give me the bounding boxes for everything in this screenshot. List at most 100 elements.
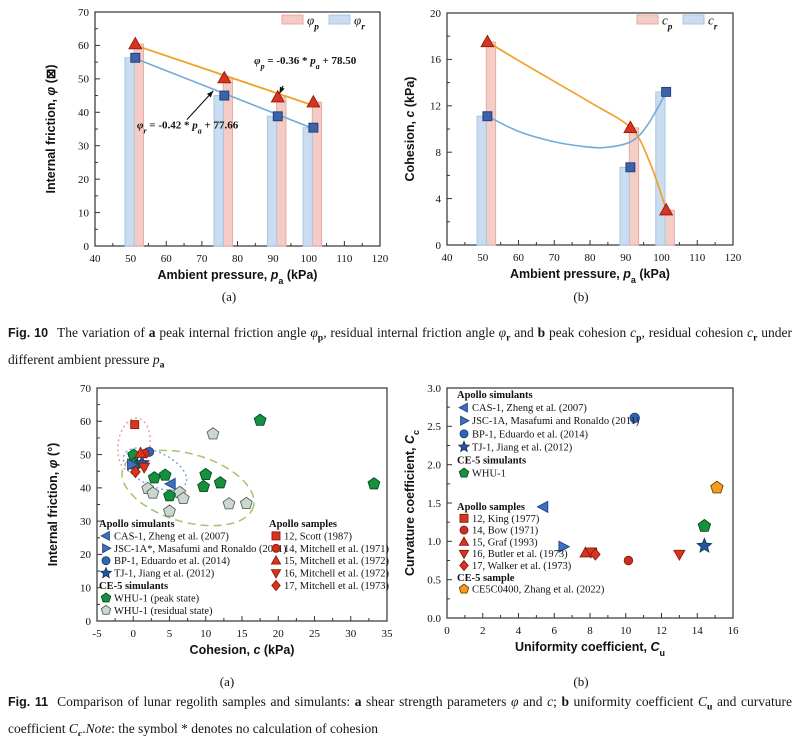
svg-text:WHU-1: WHU-1 <box>472 469 506 480</box>
svg-text:JSC-1A, Masafumi and Ronaldo (: JSC-1A, Masafumi and Ronaldo (2011) <box>472 416 640 427</box>
fig10-caption-body: The variation of a peak internal frictio… <box>8 325 792 371</box>
svg-text:60: 60 <box>80 416 92 428</box>
fig11-caption-tag: Fig. 11 <box>8 695 49 709</box>
points <box>536 412 724 566</box>
svg-text:10: 10 <box>620 625 632 637</box>
svg-text:50: 50 <box>80 449 92 461</box>
svg-text:50: 50 <box>78 74 90 86</box>
svg-text:60: 60 <box>78 40 90 52</box>
svg-text:CE-5 sample: CE-5 sample <box>457 573 515 584</box>
svg-text:1.0: 1.0 <box>427 536 441 548</box>
x-axis-title: Cohesion, c (kPa) <box>190 643 295 657</box>
svg-text:0: 0 <box>84 241 90 253</box>
svg-text:100: 100 <box>301 253 318 265</box>
svg-text:60: 60 <box>161 253 173 265</box>
svg-text:0.5: 0.5 <box>427 574 441 586</box>
svg-text:φp = -0.36 * pa + 78.50: φp = -0.36 * pa + 78.50 <box>254 55 357 71</box>
svg-text:60: 60 <box>513 252 525 264</box>
svg-text:14: 14 <box>692 625 704 637</box>
fig11-caption-body: Comparison of lunar regolith samples and… <box>8 694 792 736</box>
svg-text:110: 110 <box>689 252 706 264</box>
markers <box>480 34 674 216</box>
svg-text:20: 20 <box>273 628 285 640</box>
svg-text:BP-1, Eduardo et al. (2014): BP-1, Eduardo et al. (2014) <box>472 429 589 440</box>
chart-fig10a: 40 50 60 70 80 90 100 110 120 0 10 20 30 40 50 60 70 Ambi… <box>44 7 389 286</box>
fig11-panel-b-label: (b) <box>573 674 589 689</box>
svg-text:14, Bow (1971): 14, Bow (1971) <box>472 526 539 537</box>
y-axis-title: Internal friction, φ (⊠) <box>44 64 58 193</box>
svg-text:120: 120 <box>372 253 389 265</box>
svg-text:Apollo simulants: Apollo simulants <box>99 519 175 530</box>
svg-text:2: 2 <box>480 625 486 637</box>
cluster-ellipse <box>121 449 255 527</box>
svg-text:CE-5 simulants: CE-5 simulants <box>99 581 168 592</box>
svg-text:0: 0 <box>131 628 137 640</box>
svg-text:40: 40 <box>78 107 90 119</box>
svg-text:30: 30 <box>80 516 92 528</box>
svg-text:40: 40 <box>80 483 92 495</box>
svg-text:TJ-1, Jiang et al. (2012): TJ-1, Jiang et al. (2012) <box>114 569 215 580</box>
svg-text:30: 30 <box>78 141 90 153</box>
svg-text:BP-1, Eduardo et al. (2014): BP-1, Eduardo et al. (2014) <box>114 556 231 567</box>
y-axis-title: Curvature coefficient, Cc <box>403 430 421 576</box>
svg-text:3.0: 3.0 <box>427 383 441 395</box>
svg-text:WHU-1 (peak state): WHU-1 (peak state) <box>114 593 200 604</box>
svg-text:φp: φp <box>307 13 319 33</box>
svg-text:35: 35 <box>382 628 394 640</box>
svg-text:12, King (1977): 12, King (1977) <box>472 514 540 525</box>
svg-text:8: 8 <box>436 147 442 159</box>
svg-text:cr: cr <box>708 13 718 33</box>
svg-text:4: 4 <box>436 193 442 205</box>
svg-text:CAS-1, Zheng et al. (2007): CAS-1, Zheng et al. (2007) <box>472 403 587 414</box>
svg-text:110: 110 <box>336 253 353 265</box>
svg-text:0: 0 <box>444 625 450 637</box>
svg-text:JSC-1A*, Masafumi and Ronaldo: JSC-1A*, Masafumi and Ronaldo (2011) <box>114 544 287 555</box>
svg-text:50: 50 <box>477 252 489 264</box>
fig11-caption: Fig. 11 Comparison of lunar regolith samp… <box>8 691 792 736</box>
svg-text:90: 90 <box>268 253 280 265</box>
bars <box>476 41 675 246</box>
svg-text:10: 10 <box>200 628 212 640</box>
svg-text:16, Butler et al. (1973): 16, Butler et al. (1973) <box>472 549 568 560</box>
svg-text:15: 15 <box>237 628 249 640</box>
svg-text:TJ-1, Jiang et al. (2012): TJ-1, Jiang et al. (2012) <box>472 442 573 453</box>
svg-text:20: 20 <box>80 549 92 561</box>
y-axis-title: Cohesion, c (kPa) <box>403 77 417 182</box>
fig10-caption-tag: Fig. 10 <box>8 326 49 340</box>
svg-text:WHU-1 (residual state): WHU-1 (residual state) <box>114 606 213 617</box>
svg-text:100: 100 <box>653 252 670 264</box>
points <box>127 413 381 517</box>
svg-text:15, Mitchell et al. (1972): 15, Mitchell et al. (1972) <box>284 556 389 567</box>
svg-text:8: 8 <box>587 625 593 637</box>
trend-lines <box>487 41 668 211</box>
svg-text:0: 0 <box>86 616 92 628</box>
axes: 40 50 60 70 80 90 100 110 120 0 10 20 30 40 50 60 70 Ambi… <box>44 7 389 286</box>
svg-text:70: 70 <box>549 252 561 264</box>
svg-text:5: 5 <box>167 628 173 640</box>
svg-text:12: 12 <box>656 625 667 637</box>
svg-text:φr = -0.42 * pa + 77.66: φr = -0.42 * pa + 77.66 <box>137 119 239 135</box>
svg-text:14, Mitchell et al. (1971): 14, Mitchell et al. (1971) <box>284 544 389 555</box>
fig10-panel-b-label: (b) <box>573 289 589 304</box>
svg-text:2.5: 2.5 <box>427 421 441 433</box>
svg-text:-5: -5 <box>92 628 102 640</box>
svg-text:120: 120 <box>725 252 742 264</box>
svg-text:6: 6 <box>552 625 558 637</box>
axes: 40 50 60 70 80 90 100 110 120 0 4 8 12 16 20 Ambient pr… <box>403 8 742 285</box>
svg-text:φr: φr <box>354 13 365 33</box>
x-axis-title: Ambient pressure, pa (kPa) <box>510 267 670 285</box>
svg-text:80: 80 <box>232 253 244 265</box>
svg-text:17, Mitchell et al. (1973): 17, Mitchell et al. (1973) <box>284 581 389 592</box>
svg-text:20: 20 <box>430 8 442 20</box>
svg-text:12, Scott (1987): 12, Scott (1987) <box>284 531 352 542</box>
fig10-panel-a-label: (a) <box>221 289 237 304</box>
svg-text:16, Mitchell et al. (1972): 16, Mitchell et al. (1972) <box>284 569 389 580</box>
svg-text:4: 4 <box>516 625 522 637</box>
svg-text:40: 40 <box>442 252 454 264</box>
svg-text:16: 16 <box>430 54 442 66</box>
svg-text:12: 12 <box>430 101 441 113</box>
axes: -5 0 5 10 15 20 25 30 35010203040506070Cohesion,… <box>46 383 393 657</box>
chart-fig11a: -5 0 5 10 15 20 25 30 35010203040506070Cohesion,… <box>46 383 393 657</box>
x-axis-title: Ambient pressure, pa (kPa) <box>158 268 318 286</box>
